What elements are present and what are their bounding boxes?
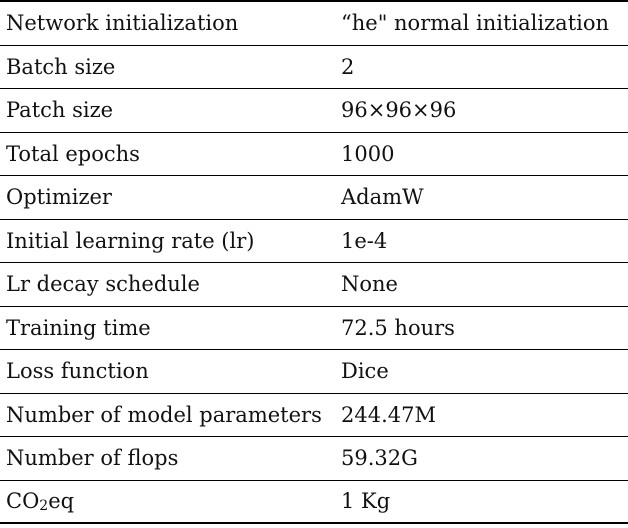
row-label: Initial learning rate (lr) [6,228,255,253]
row-value: AdamW [341,185,424,210]
row-value: Dice [341,359,389,384]
row-value: 59.32G [341,446,418,471]
row-label: Number of flops [6,446,179,471]
row-label: Patch size [6,98,114,123]
table-row: Total epochs 1000 [0,133,628,176]
row-value: 1 Kg [341,489,391,514]
row-label: Network initialization [6,11,239,36]
table-row: Batch size 2 [0,46,628,89]
row-label: Optimizer [6,185,112,210]
row-value: 1000 [341,141,395,166]
table-row: Optimizer AdamW [0,176,628,220]
row-value: 2 [341,54,355,79]
row-value: 244.47M [341,402,436,427]
row-value: “he" normal initialization [341,11,610,36]
row-value: 1e-4 [341,228,388,253]
row-label-co2eq: CO 2 eq [6,481,74,523]
row-label: Total epochs [6,141,140,166]
table-row: CO 2 eq 1 Kg [0,481,628,524]
row-label: Number of model parameters [6,402,322,427]
table-row: Loss function Dice [0,350,628,394]
table-row: Number of flops 59.32G [0,437,628,481]
row-label: Lr decay schedule [6,272,200,297]
co2-suffix: eq [48,489,75,514]
table-row: Initial learning rate (lr) 1e-4 [0,220,628,263]
table-row: Training time 72.5 hours [0,307,628,350]
table-row: Network initialization “he" normal initi… [0,2,628,46]
row-label: Batch size [6,54,116,79]
row-label: Training time [6,315,151,340]
row-label: Loss function [6,359,149,384]
table-row: Lr decay schedule None [0,263,628,307]
table-row: Patch size 96×96×96 [0,89,628,133]
co2-subscript: 2 [39,498,49,515]
row-value: 96×96×96 [341,98,457,123]
row-value: None [341,272,398,297]
co2-prefix: CO [6,489,40,514]
table-row: Number of model parameters 244.47M [0,394,628,437]
row-value: 72.5 hours [341,315,455,340]
